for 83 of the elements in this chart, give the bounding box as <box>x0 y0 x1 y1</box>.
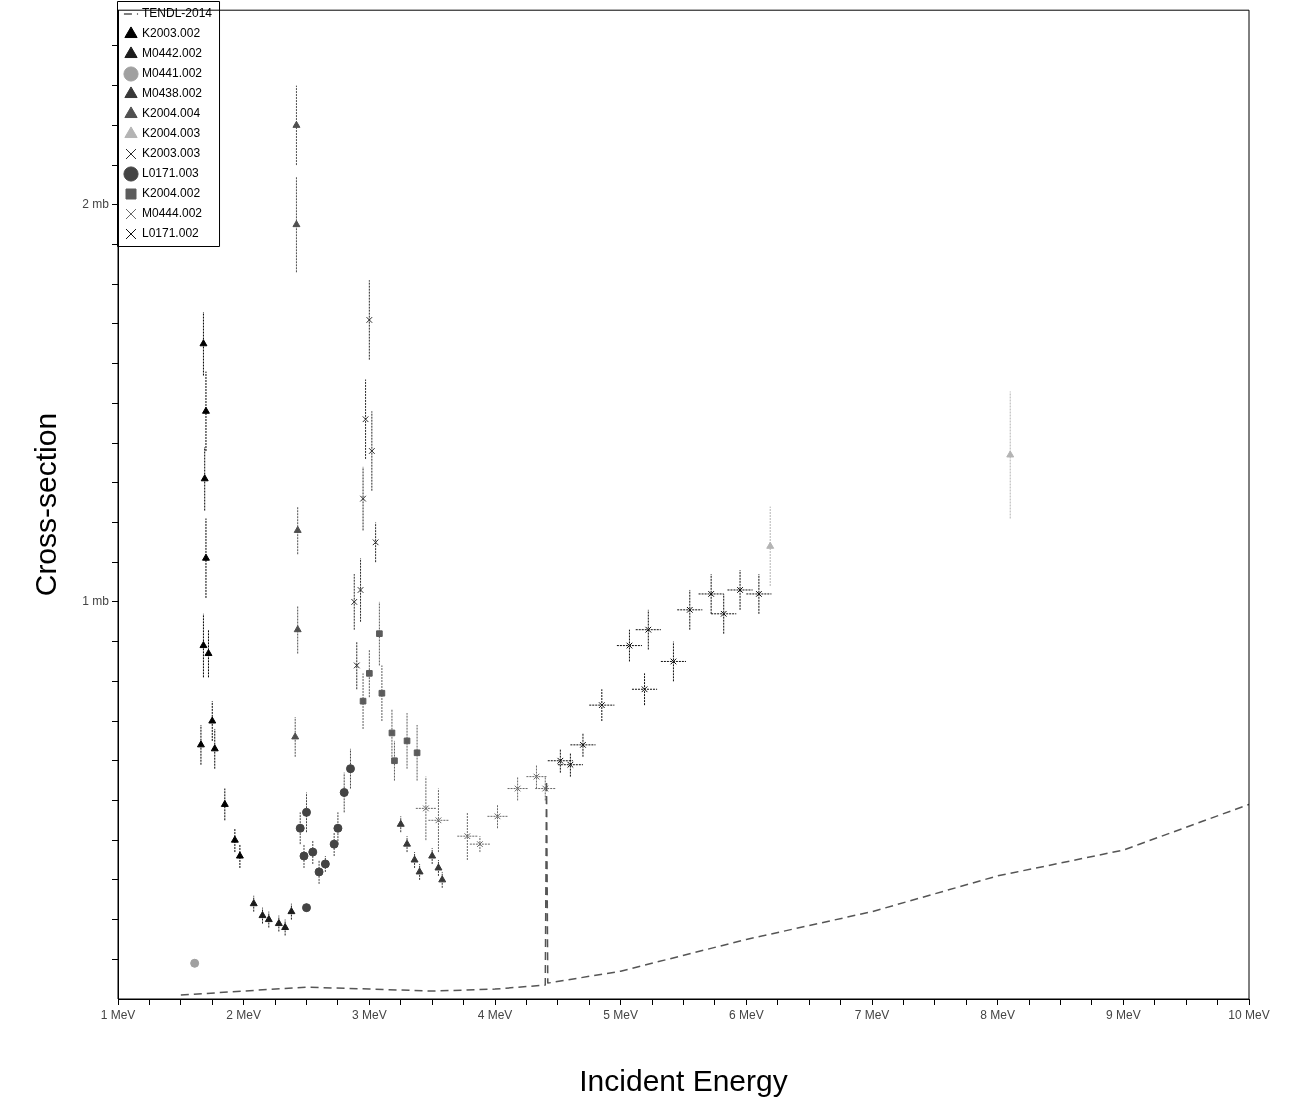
point <box>514 785 521 792</box>
point <box>295 823 305 833</box>
point <box>376 630 383 637</box>
point <box>292 120 301 128</box>
x-tick-label: 8 MeV <box>980 1007 1016 1022</box>
point <box>428 851 437 859</box>
point <box>435 816 442 824</box>
point <box>199 339 208 347</box>
point <box>264 915 273 923</box>
legend-label: K2004.002 <box>142 186 201 201</box>
point <box>230 835 239 843</box>
point <box>235 851 244 859</box>
point <box>388 729 396 737</box>
legend-label: K2004.003 <box>142 126 201 141</box>
point <box>422 805 430 812</box>
x-tick-label: 3 MeV <box>351 1007 387 1022</box>
y-tick-label: 1 mb <box>82 594 110 609</box>
x-axis-title: Incident Energy <box>579 1064 788 1098</box>
point <box>293 525 302 533</box>
point <box>557 757 564 765</box>
x-tick-label: 9 MeV <box>1105 1007 1141 1022</box>
x-tick-label: 1 MeV <box>100 1007 136 1022</box>
point <box>567 761 574 769</box>
point <box>302 903 311 913</box>
point <box>353 662 361 669</box>
legend-label: K2004.004 <box>142 106 201 121</box>
legend-label: L0171.003 <box>142 166 200 181</box>
x-tick-label: 10 MeV <box>1228 1007 1270 1022</box>
y-tick-label: 2 mb <box>82 197 110 212</box>
point <box>391 757 398 765</box>
point <box>415 867 424 875</box>
point <box>292 220 301 228</box>
point <box>434 863 443 871</box>
point <box>357 586 364 594</box>
point <box>362 415 369 423</box>
x-tick-label: 4 MeV <box>477 1007 513 1022</box>
point <box>199 641 208 649</box>
y-axis-title: Cross-section <box>29 412 63 597</box>
legend-label: M0444.002 <box>142 206 203 221</box>
point <box>378 689 386 697</box>
point <box>350 598 358 606</box>
legend-label: K2003.002 <box>142 26 201 41</box>
point <box>366 670 373 677</box>
point <box>641 685 648 693</box>
point <box>766 541 775 549</box>
point <box>494 813 501 820</box>
point <box>339 788 349 797</box>
point <box>366 316 373 324</box>
point <box>190 958 200 968</box>
point <box>359 495 367 502</box>
point <box>368 447 376 455</box>
x-tick-label: 5 MeV <box>603 1007 639 1022</box>
point <box>345 764 355 774</box>
point <box>413 749 421 757</box>
x-tick-label: 7 MeV <box>854 1007 890 1022</box>
point <box>1006 450 1015 458</box>
point <box>403 737 411 745</box>
point <box>533 773 540 780</box>
point <box>220 799 229 807</box>
legend-label: M0442.002 <box>142 46 203 61</box>
point <box>208 716 217 724</box>
point <box>196 740 205 748</box>
point <box>291 732 300 740</box>
point <box>410 855 419 863</box>
point <box>287 907 296 915</box>
point <box>438 875 447 883</box>
legend-label: M0441.002 <box>142 66 203 81</box>
point <box>403 839 411 847</box>
point <box>308 847 318 857</box>
point <box>204 649 213 657</box>
point <box>464 832 471 840</box>
point <box>249 899 258 907</box>
legend-label: M0438.002 <box>142 86 203 101</box>
legend-label: K2003.003 <box>142 146 201 161</box>
x-tick-label: 2 MeV <box>226 1007 262 1022</box>
point <box>320 859 330 869</box>
legend-label: L0171.002 <box>142 226 200 241</box>
point <box>359 697 367 705</box>
point <box>258 911 267 919</box>
point <box>293 625 302 633</box>
point <box>302 807 311 817</box>
point <box>396 819 405 827</box>
x-tick-label: 6 MeV <box>728 1007 764 1022</box>
